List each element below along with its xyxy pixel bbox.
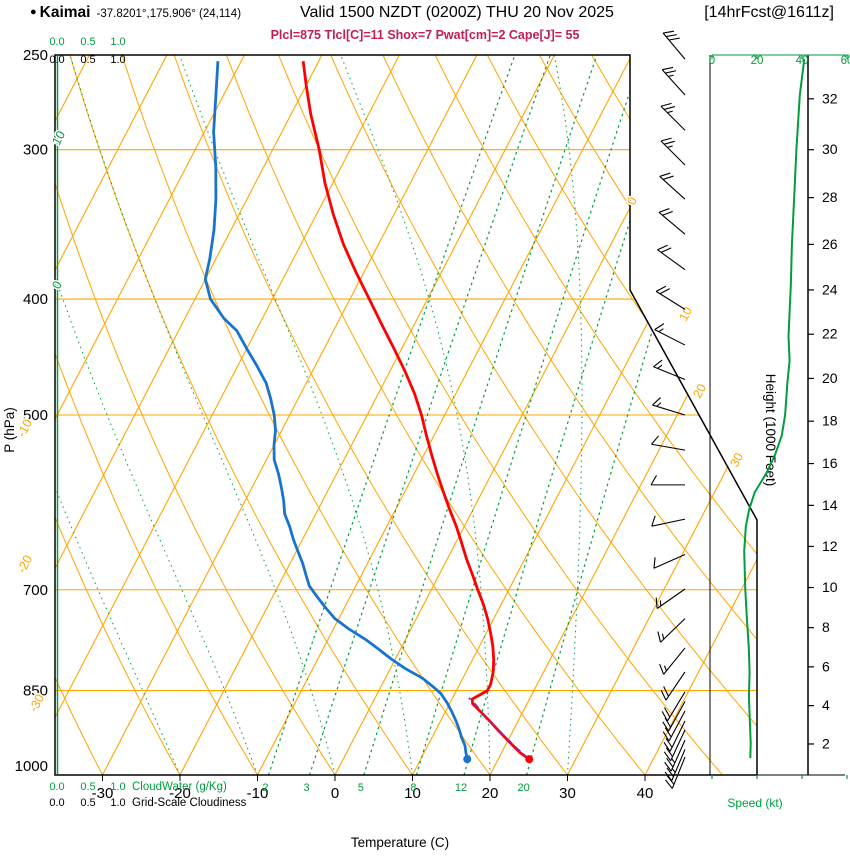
sounding-profiles — [203, 61, 534, 764]
svg-text:30: 30 — [559, 785, 576, 802]
svg-text:300: 300 — [23, 142, 48, 159]
svg-text:10: 10 — [49, 129, 68, 148]
svg-text:0.0: 0.0 — [49, 36, 64, 48]
svg-text:-30: -30 — [92, 785, 114, 802]
mixing-ratio-labels: 2 3 5 8 12 20 — [262, 782, 529, 794]
svg-text:10: 10 — [676, 305, 695, 324]
svg-text:0: 0 — [709, 55, 715, 67]
svg-text:-20: -20 — [169, 785, 191, 802]
background-grid — [55, 55, 757, 775]
svg-text:10: 10 — [404, 785, 421, 802]
surface-temperature-dot — [525, 755, 534, 764]
speed-axis: 0 20 40 60 Speed (kt) — [709, 54, 850, 810]
svg-text:2: 2 — [262, 782, 268, 794]
svg-text:40: 40 — [637, 785, 654, 802]
parcel-path — [468, 697, 530, 760]
svg-text:28: 28 — [822, 189, 838, 205]
chart-header: ● Kaimai -37.8201°,175.906° (24,114) Valid… — [0, 4, 850, 26]
svg-text:16: 16 — [822, 455, 838, 471]
svg-text:26: 26 — [822, 236, 838, 252]
wind-barb-column — [650, 30, 686, 789]
svg-text:0.5: 0.5 — [80, 54, 95, 66]
svg-text:20: 20 — [822, 370, 838, 386]
svg-text:1.0: 1.0 — [110, 781, 125, 793]
svg-text:6: 6 — [822, 658, 830, 674]
svg-text:-20: -20 — [14, 553, 35, 576]
station-block: ● Kaimai -37.8201°,175.906° (24,114) — [30, 4, 241, 22]
svg-text:0.0: 0.0 — [49, 797, 64, 809]
svg-text:20: 20 — [517, 782, 529, 794]
svg-text:8: 8 — [410, 782, 416, 794]
svg-text:0.5: 0.5 — [80, 797, 95, 809]
speed-axis-title: Speed (kt) — [727, 796, 782, 810]
svg-text:18: 18 — [822, 413, 838, 429]
svg-text:400: 400 — [23, 291, 48, 308]
temperature-curve — [301, 61, 531, 761]
svg-text:30: 30 — [822, 141, 838, 157]
temperature-axis-title: Temperature (C) — [351, 835, 449, 850]
svg-text:22: 22 — [822, 326, 838, 342]
svg-text:1.0: 1.0 — [110, 54, 125, 66]
cloud-scales: 0.0 0.0 0.0 0.0 0.5 0.5 0.5 0.5 1.0 1.0 1.0 1.0 Clou… — [49, 36, 246, 809]
svg-text:0.0: 0.0 — [49, 54, 64, 66]
svg-text:60: 60 — [841, 55, 850, 67]
cloudiness-label: Grid-Scale Cloudiness — [132, 797, 247, 809]
plot-frame — [54, 54, 845, 776]
svg-text:8: 8 — [822, 619, 830, 635]
svg-text:850: 850 — [23, 683, 48, 700]
stability-indices: Plcl=875 Tlcl[C]=11 Shox=7 Pwat[cm]=2 Ca… — [270, 28, 580, 42]
svg-text:20: 20 — [751, 55, 764, 67]
svg-text:0.5: 0.5 — [80, 36, 95, 48]
svg-text:1.0: 1.0 — [110, 36, 125, 48]
wind-speed-curve — [743, 58, 806, 759]
svg-text:700: 700 — [23, 582, 48, 599]
svg-text:20: 20 — [690, 382, 709, 401]
svg-text:30: 30 — [727, 451, 746, 470]
dewpoint-curve — [203, 61, 469, 760]
svg-text:0: 0 — [624, 195, 640, 208]
cloudwater-label: CloudWater (g/Kg) — [132, 781, 227, 793]
station-name: Kaimai — [39, 4, 91, 21]
svg-text:0.0: 0.0 — [49, 781, 64, 793]
svg-text:14: 14 — [822, 497, 838, 513]
temperature-axis-labels: -30 -20 -10 0 10 20 30 40 — [92, 775, 654, 802]
surface-dewpoint-dot — [463, 755, 472, 764]
forecast-tag: [14hrFcst@1611z] — [704, 4, 834, 21]
pressure-axis-title: P (hPa) — [2, 407, 17, 453]
svg-text:20: 20 — [482, 785, 499, 802]
svg-text:250: 250 — [23, 47, 48, 64]
height-axis-title: Height (1000 Feet) — [763, 374, 778, 487]
svg-text:0.5: 0.5 — [80, 781, 95, 793]
station-coordinates: -37.8201°,175.906° (24,114) — [96, 8, 242, 20]
svg-text:1.0: 1.0 — [110, 797, 125, 809]
svg-text:24: 24 — [822, 281, 838, 297]
svg-text:0: 0 — [331, 785, 339, 802]
svg-text:-10: -10 — [247, 785, 269, 802]
station-bullet-icon: ● — [30, 6, 37, 18]
svg-text:10: 10 — [822, 579, 838, 595]
svg-text:32: 32 — [822, 90, 838, 106]
valid-time: Valid 1500 NZDT (0200Z) THU 20 Nov 2025 — [300, 4, 614, 21]
svg-text:2: 2 — [822, 735, 830, 751]
svg-text:500: 500 — [23, 407, 48, 424]
pressure-axis-labels: 250 300 400 500 700 850 1000 — [15, 47, 48, 775]
svg-text:12: 12 — [455, 782, 467, 794]
svg-text:4: 4 — [822, 697, 830, 713]
svg-text:3: 3 — [303, 782, 309, 794]
svg-text:40: 40 — [796, 55, 809, 67]
svg-text:5: 5 — [358, 782, 364, 794]
svg-text:12: 12 — [822, 538, 838, 554]
svg-text:1000: 1000 — [15, 758, 48, 775]
